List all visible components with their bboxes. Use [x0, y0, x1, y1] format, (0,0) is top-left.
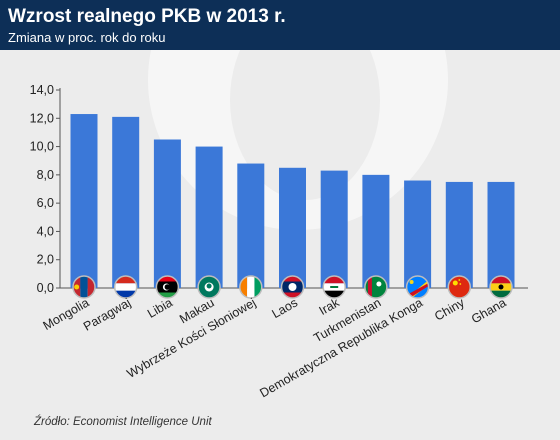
bar — [362, 174, 390, 288]
bar — [70, 114, 98, 289]
ghana-flag-icon — [489, 275, 513, 299]
y-tick-label: 6,0 — [37, 196, 54, 210]
x-tick-label: Ghana — [469, 295, 509, 326]
bar — [237, 163, 265, 288]
libya-flag-icon — [155, 275, 180, 299]
y-tick-label: 0,0 — [37, 281, 54, 295]
mongolia-flag-icon — [72, 275, 96, 299]
paraguay-flag-icon — [113, 275, 138, 299]
macau-flag-icon — [197, 275, 221, 299]
laos-flag-icon — [280, 275, 305, 299]
x-tick-label: Chiny — [432, 295, 467, 323]
bar — [195, 146, 223, 288]
bar — [404, 180, 432, 288]
chart-title: Wzrost realnego PKB w 2013 r. — [8, 6, 286, 27]
turkmenistan-flag-icon — [364, 275, 388, 299]
bar — [487, 181, 515, 288]
y-tick-label: 2,0 — [37, 253, 54, 267]
bar — [112, 116, 140, 288]
iraq-flag-icon — [322, 275, 346, 299]
x-tick-label: Laos — [270, 295, 300, 321]
bar — [320, 170, 348, 288]
x-tick-label: Libia — [145, 295, 175, 320]
y-tick-label: 10,0 — [30, 140, 54, 154]
y-tick-label: 8,0 — [37, 168, 54, 182]
source-note: Źródło: Economist Intelligence Unit — [34, 416, 212, 428]
y-tick-label: 14,0 — [30, 83, 54, 97]
x-tick-label: Irak — [317, 295, 343, 318]
dr-congo-flag-icon — [405, 275, 430, 299]
y-tick-label: 12,0 — [30, 111, 54, 125]
bar — [153, 139, 181, 288]
chart-header: Wzrost realnego PKB w 2013 r. Zmiana w p… — [0, 0, 560, 50]
china-flag-icon — [447, 275, 472, 299]
bar — [279, 167, 306, 288]
bar — [445, 181, 473, 288]
chart-subtitle: Zmiana w proc. rok do roku — [8, 30, 166, 45]
y-tick-label: 4,0 — [37, 224, 54, 238]
ivory-coast-flag-icon — [239, 275, 263, 299]
x-tick-label: Paragwaj — [81, 295, 133, 333]
